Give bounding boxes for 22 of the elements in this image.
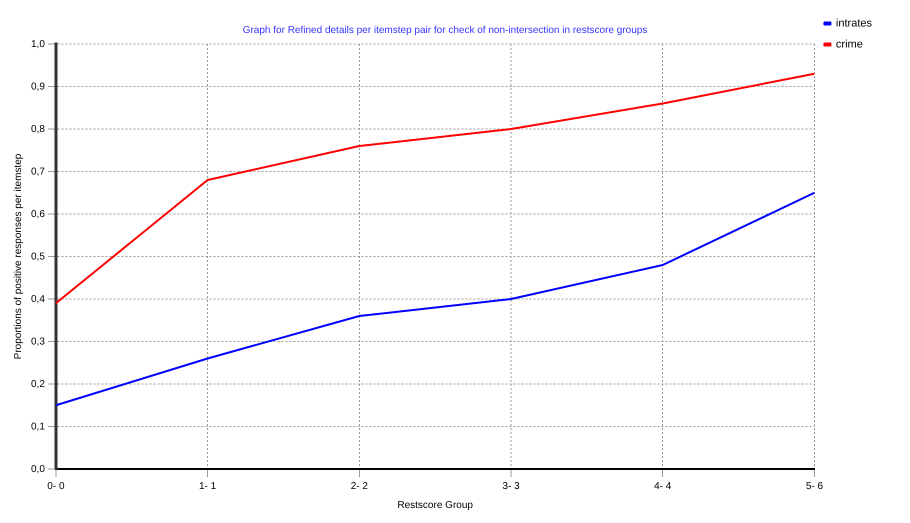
x-tick-label: 3- 3	[502, 480, 520, 492]
y-tick-label: 1,0	[30, 38, 46, 50]
y-axis-title: Proportions of positive responses per itemstep	[12, 153, 24, 360]
x-tick-label: 2- 2	[350, 480, 368, 492]
y-tick-label: 0,8	[30, 124, 46, 135]
y-tick-label: 0,2	[30, 378, 46, 390]
legend-label: intrates	[836, 18, 872, 30]
chart-title: Graph for Refined details per itemstep pair for check of non-intersection in restscore groups	[242, 24, 648, 36]
y-tick-label: 0,5	[30, 251, 46, 262]
y-tick-label: 0,6	[30, 208, 46, 220]
y-tick-label: 0,4	[30, 294, 46, 305]
y-tick-label: 0,0	[30, 464, 46, 475]
y-tick-label: 0,9	[30, 81, 46, 92]
legend-label: crime	[836, 38, 863, 51]
x-tick-label: 5- 6	[806, 480, 824, 492]
x-tick-label: 4- 4	[654, 480, 672, 492]
y-tick-label: 0,7	[30, 166, 46, 178]
y-tick-label: 0,1	[30, 421, 46, 432]
x-tick-label: 1- 1	[198, 480, 217, 492]
y-tick-label: 0,3	[30, 336, 46, 348]
x-axis-title: Restscore Group	[397, 500, 474, 511]
x-tick-label: 0- 0	[47, 480, 65, 492]
